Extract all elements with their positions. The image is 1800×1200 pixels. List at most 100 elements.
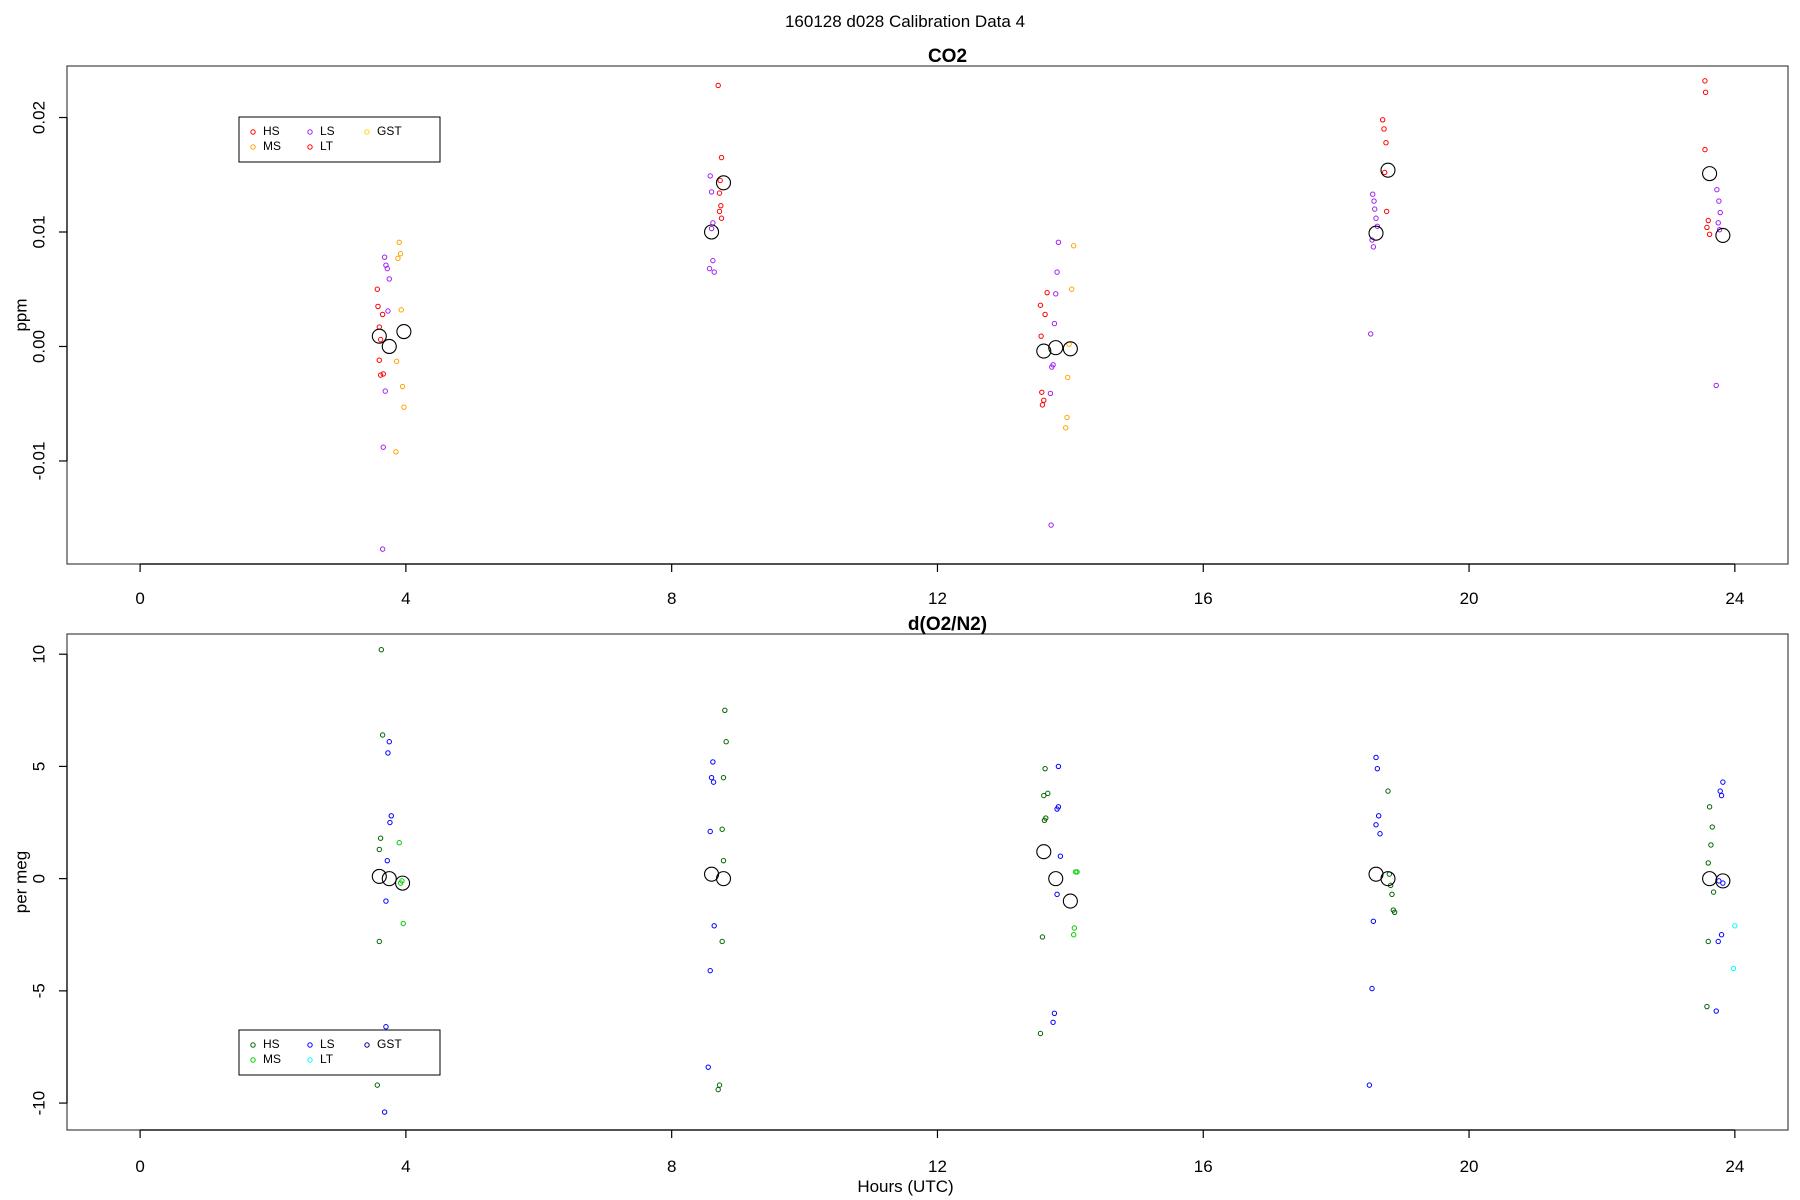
data-point xyxy=(382,388,388,394)
mean-point xyxy=(1062,893,1078,909)
x-tick-label: 24 xyxy=(1725,1157,1744,1176)
data-point xyxy=(716,208,723,215)
legend-marker xyxy=(250,144,256,150)
data-point xyxy=(381,254,388,260)
data-point xyxy=(1368,331,1374,337)
data-point xyxy=(378,647,384,653)
data-point xyxy=(386,276,392,282)
data-point xyxy=(723,739,729,745)
data-point xyxy=(1718,792,1725,799)
data-point xyxy=(1366,1082,1373,1088)
data-point xyxy=(1051,1010,1058,1016)
data-point xyxy=(386,739,392,745)
mean-point xyxy=(1036,343,1052,359)
data-point xyxy=(718,154,725,161)
data-point xyxy=(1373,215,1379,221)
data-point xyxy=(385,308,391,314)
data-point xyxy=(1720,880,1726,886)
mean-point xyxy=(1715,873,1731,889)
data-point xyxy=(707,173,713,179)
x-tick-label: 12 xyxy=(928,589,947,608)
data-point xyxy=(708,225,715,232)
mean-point xyxy=(381,871,397,887)
data-point xyxy=(399,878,405,884)
legend-marker xyxy=(250,1057,256,1063)
data-point xyxy=(1041,792,1047,799)
data-point xyxy=(717,177,723,184)
data-point xyxy=(379,546,386,552)
data-point xyxy=(1369,985,1375,992)
data-point xyxy=(1042,311,1048,318)
data-point xyxy=(1074,869,1080,875)
data-point xyxy=(1065,374,1071,381)
x-tick-label: 16 xyxy=(1194,1157,1213,1176)
data-point xyxy=(1720,779,1726,785)
data-point xyxy=(1373,822,1379,828)
data-point xyxy=(708,189,715,195)
data-point xyxy=(1702,78,1708,84)
data-point xyxy=(1370,191,1376,197)
x-tick-label: 0 xyxy=(135,589,144,608)
data-point xyxy=(379,732,386,738)
data-point xyxy=(1717,209,1723,216)
data-point xyxy=(395,255,401,262)
legend-label: MS xyxy=(263,139,281,153)
data-point xyxy=(393,358,400,365)
legend-label: HS xyxy=(263,1037,280,1051)
data-point xyxy=(376,357,383,363)
data-point xyxy=(1045,790,1051,797)
legend-box xyxy=(238,1029,441,1076)
mean-point xyxy=(1715,227,1731,243)
mean-point xyxy=(371,868,387,884)
data-point xyxy=(1051,320,1058,327)
mean-point xyxy=(1048,340,1064,356)
data-point xyxy=(396,840,402,846)
data-point xyxy=(706,265,713,272)
data-point xyxy=(1732,923,1738,929)
data-point xyxy=(1053,291,1059,297)
data-point xyxy=(1063,425,1069,431)
data-point xyxy=(719,938,725,945)
data-point xyxy=(377,336,384,343)
panel-title: d(O2/N2) xyxy=(908,614,987,635)
data-point xyxy=(1385,788,1391,794)
legend-label: HS xyxy=(263,124,280,138)
mean-point xyxy=(1062,341,1078,357)
legend-label: GST xyxy=(377,124,402,138)
data-point xyxy=(1706,231,1713,237)
data-point xyxy=(374,1082,381,1088)
data-point xyxy=(1047,390,1054,397)
data-point xyxy=(1039,389,1045,395)
data-point xyxy=(1055,763,1062,770)
data-point xyxy=(1042,765,1048,772)
figure-title: 160128 d028 Calibration Data 4 xyxy=(785,12,1025,31)
data-point xyxy=(707,828,713,835)
panel-title: CO2 xyxy=(928,46,967,67)
data-point xyxy=(1377,831,1383,837)
data-point xyxy=(1383,140,1389,146)
data-point xyxy=(719,826,725,832)
data-point xyxy=(1718,932,1725,938)
data-point xyxy=(1037,302,1044,308)
y-tick-label: -10 xyxy=(29,1091,48,1116)
data-point xyxy=(377,372,384,378)
data-point xyxy=(720,774,727,781)
data-point xyxy=(384,857,390,864)
data-point xyxy=(1054,891,1060,898)
data-point xyxy=(379,311,386,318)
data-point xyxy=(1373,754,1379,761)
legend-marker xyxy=(250,129,256,135)
data-point xyxy=(1715,938,1721,945)
x-tick-label: 8 xyxy=(667,1157,676,1176)
data-point xyxy=(401,404,407,410)
data-point xyxy=(1371,198,1377,204)
data-point xyxy=(1709,824,1715,830)
data-point xyxy=(1048,522,1054,528)
data-point xyxy=(396,239,402,246)
x-tick-label: 20 xyxy=(1460,1157,1479,1176)
legend-label: GST xyxy=(377,1037,402,1051)
x-tick-label: 4 xyxy=(401,1157,410,1176)
data-point xyxy=(1705,938,1711,945)
data-point xyxy=(1054,269,1060,275)
legend-marker xyxy=(250,1042,256,1048)
